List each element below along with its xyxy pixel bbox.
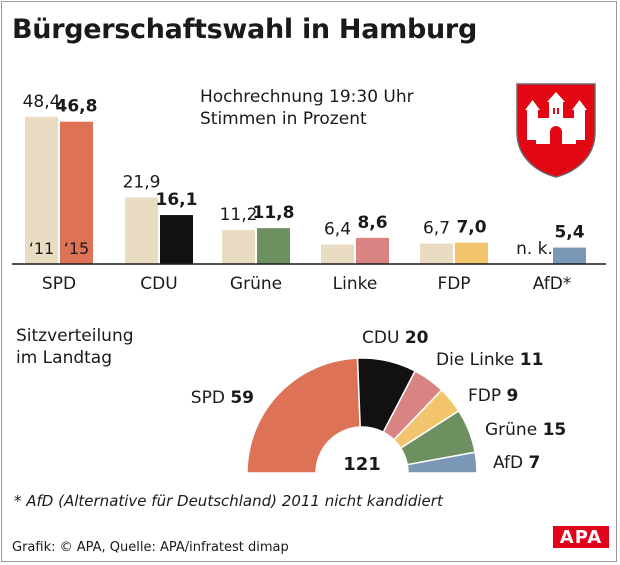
bar-2011 xyxy=(222,229,255,264)
bar-2015 xyxy=(455,242,488,264)
category-label: Linke xyxy=(333,274,378,294)
bar-2011-value-label: n. k. xyxy=(516,239,553,259)
bar-2015-value-label: 46,8 xyxy=(56,97,98,117)
bar-2015-value-label: 11,8 xyxy=(253,203,295,223)
seats-title-line-2: im Landtag xyxy=(16,348,113,368)
bar-2015 xyxy=(553,247,586,264)
seat-slice-label: CDU 20 xyxy=(362,328,429,348)
year-label-2011: ‘11 xyxy=(29,239,54,258)
apa-logo: APA xyxy=(553,526,609,548)
category-label: SPD xyxy=(42,274,76,294)
bar-2015 xyxy=(60,121,93,264)
bar-2015-value-label: 7,0 xyxy=(456,218,486,238)
seats-title-line-1: Sitzverteilung xyxy=(16,326,134,346)
year-label-2015: ‘15 xyxy=(64,239,89,258)
seat-slice xyxy=(406,451,478,474)
total-seats-label: 121 xyxy=(343,454,381,475)
category-label: FDP xyxy=(437,274,470,294)
subtitle-line-1: Hochrechnung 19:30 Uhr xyxy=(200,87,414,107)
bar-2011-value-label: 6,7 xyxy=(423,219,450,239)
bar-2015 xyxy=(356,237,389,264)
bar-2011 xyxy=(321,244,354,264)
seat-slice-label: Grüne 15 xyxy=(485,420,566,440)
bar-2011-value-label: 48,4 xyxy=(23,92,61,112)
footnote: * AfD (Alternative für Deutschland) 2011… xyxy=(14,492,443,510)
bar-2011-value-label: 6,4 xyxy=(324,220,351,240)
subtitle-line-2: Stimmen in Prozent xyxy=(200,109,367,129)
bar-2015-value-label: 5,4 xyxy=(554,223,584,243)
bar-2011 xyxy=(420,243,453,264)
seat-slice-label: SPD 59 xyxy=(191,388,254,408)
chart-subtitle: Hochrechnung 19:30 Uhr Stimmen in Prozen… xyxy=(200,86,414,130)
vote-bar-chart: 48,446,8 SPD 21,916,1 CDU 11,211,8 Grüne 6,4 8,… xyxy=(12,92,606,294)
seat-slice xyxy=(246,357,361,474)
bar-2011-value-label: 11,2 xyxy=(220,205,258,225)
chart-title: Bürgerschaftswahl in Hamburg xyxy=(12,14,477,45)
seats-title: Sitzverteilung im Landtag xyxy=(16,325,134,369)
bar-2011-value-label: 21,9 xyxy=(123,172,161,192)
bar-2011 xyxy=(125,197,158,264)
bar-2015 xyxy=(160,215,193,264)
seat-slice-label: FDP 9 xyxy=(468,386,518,406)
source-credit: Grafik: © APA, Quelle: APA/infratest dim… xyxy=(12,540,289,555)
seat-slice-label: Die Linke 11 xyxy=(436,350,543,370)
bar-2015-value-label: 16,1 xyxy=(156,190,198,210)
hamburg-coat-of-arms-icon xyxy=(516,83,596,178)
bar-2015 xyxy=(257,228,290,264)
category-label: Grüne xyxy=(230,274,282,294)
seat-slice-label: AfD 7 xyxy=(493,453,540,473)
bar-2011 xyxy=(25,116,58,264)
bar-2015-value-label: 8,6 xyxy=(357,213,387,233)
category-label: CDU xyxy=(140,274,177,294)
category-label: AfD* xyxy=(533,274,572,294)
